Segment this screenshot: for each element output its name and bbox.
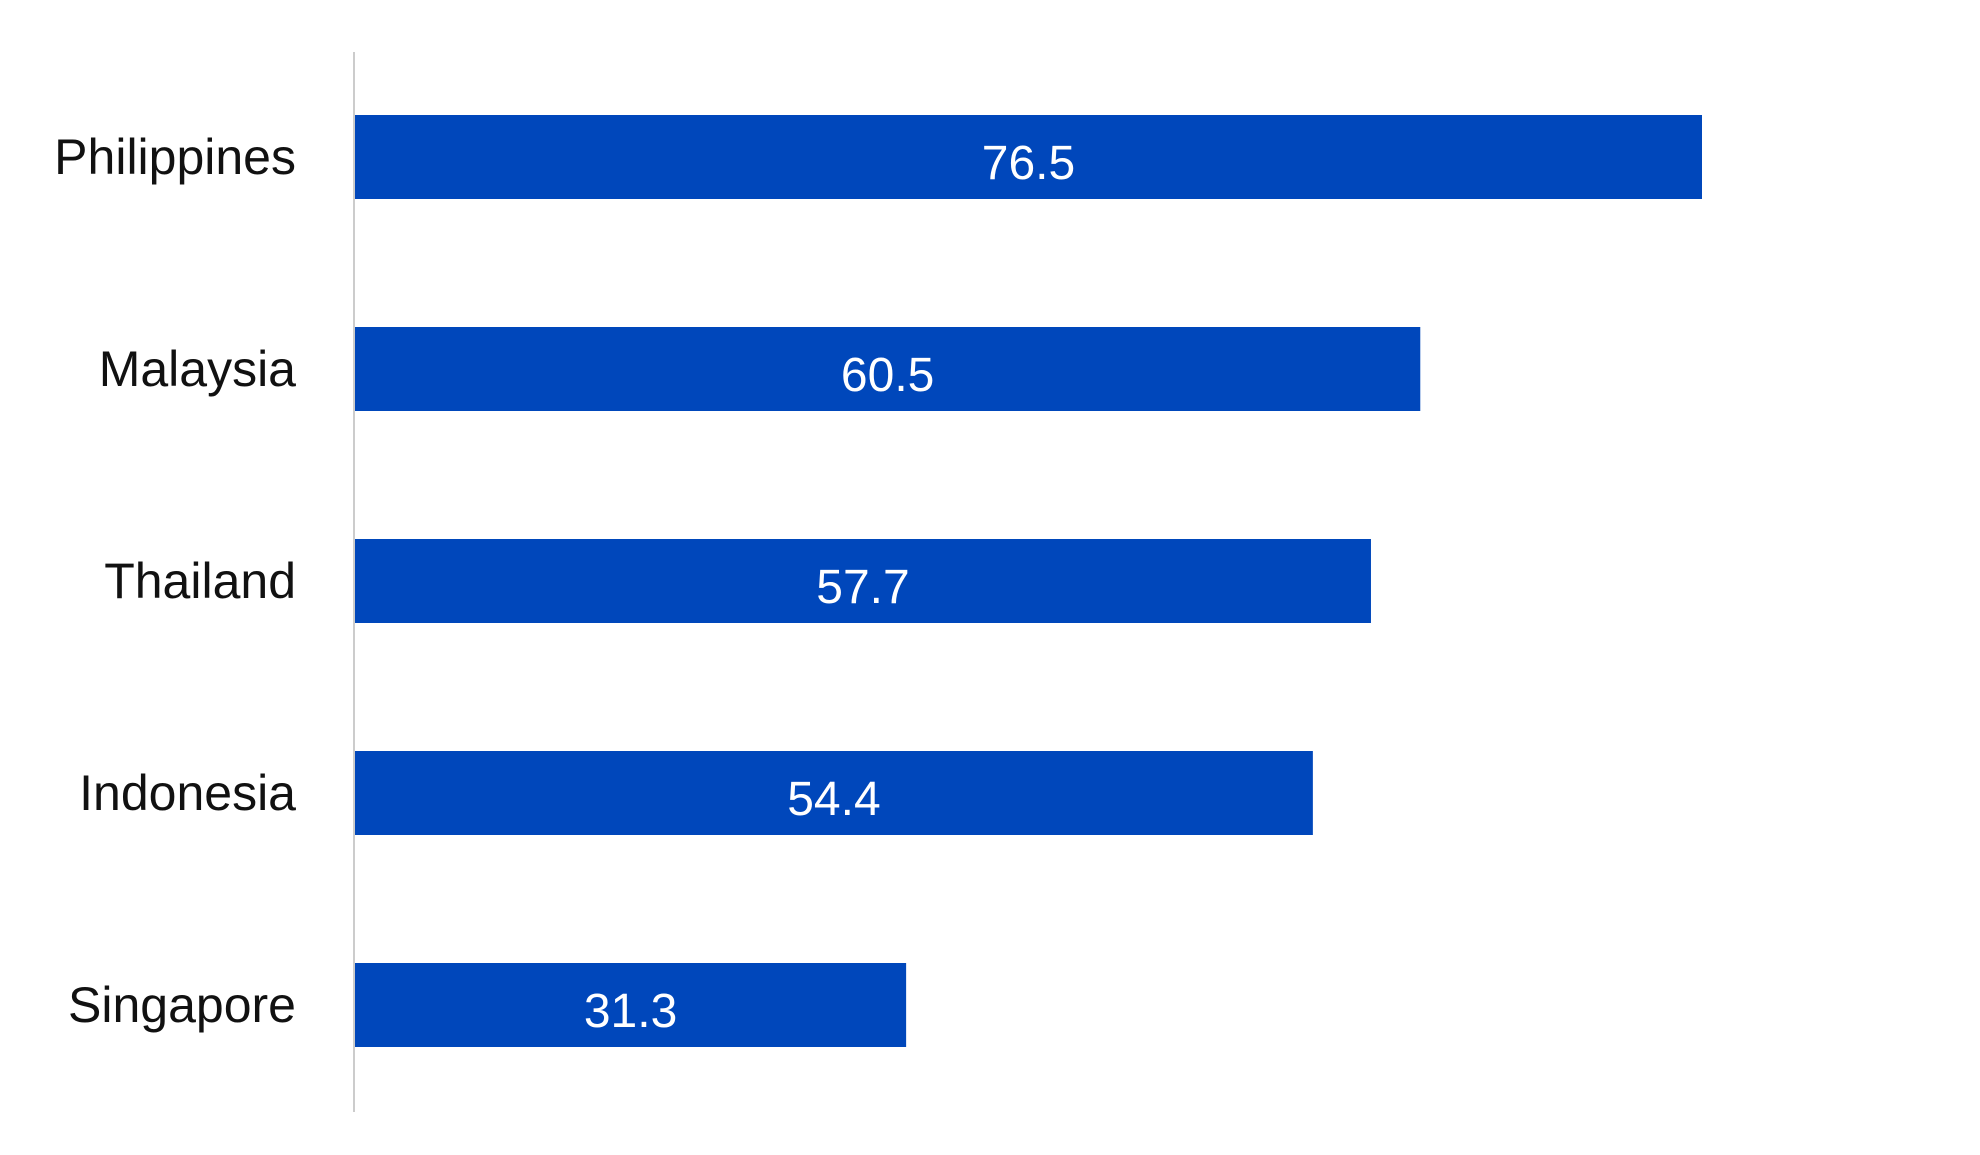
value-labels-group: 76.5 60.5 57.7 54.4 31.3 xyxy=(584,137,1075,1038)
bar-indonesia xyxy=(355,751,1313,835)
data-label-malaysia: 60.5 xyxy=(841,349,934,402)
category-labels-group: Philippines Malaysia Thailand Indonesia Sing… xyxy=(54,129,296,1033)
data-label-indonesia: 54.4 xyxy=(787,773,880,826)
category-label-indonesia: Indonesia xyxy=(79,765,296,821)
bar-malaysia xyxy=(355,327,1421,411)
category-label-philippines: Philippines xyxy=(54,129,296,185)
data-label-philippines: 76.5 xyxy=(982,137,1075,190)
bars-group xyxy=(355,115,1702,1047)
bar-philippines xyxy=(355,115,1702,199)
bar-singapore xyxy=(355,963,907,1047)
category-label-singapore: Singapore xyxy=(68,977,296,1033)
bar-thailand xyxy=(355,539,1371,623)
data-label-singapore: 31.3 xyxy=(584,985,677,1038)
category-label-thailand: Thailand xyxy=(104,553,296,609)
data-label-thailand: 57.7 xyxy=(816,561,909,614)
category-label-malaysia: Malaysia xyxy=(99,341,296,397)
